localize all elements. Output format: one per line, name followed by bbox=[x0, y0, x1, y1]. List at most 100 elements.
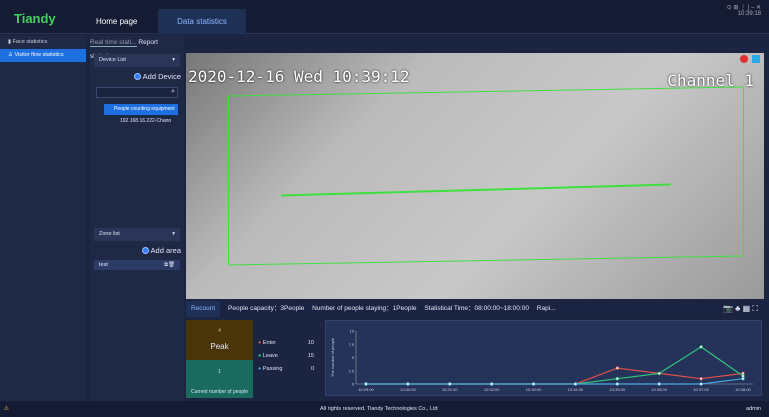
y-tick-label: 10 bbox=[350, 329, 355, 334]
tree-node-channel[interactable]: 192.168.16.222-Chann bbox=[120, 118, 172, 124]
y-axis-label: The number of people bbox=[330, 337, 335, 377]
logo: Tiandy bbox=[14, 11, 56, 26]
search-icon: ⌕ bbox=[171, 88, 175, 95]
chevron-down-icon: ▾ bbox=[172, 231, 175, 237]
video-feed[interactable]: 2020-12-16 Wed 10:39:12 Channel 1 bbox=[186, 53, 764, 299]
series-line-passing bbox=[366, 378, 744, 385]
series-line-enter bbox=[366, 367, 744, 385]
data-point-enter bbox=[615, 366, 620, 370]
x-tick-label: 10:29:00 bbox=[358, 387, 374, 392]
sidebar: ▮ Face statistics ♙ Visitor flow statist… bbox=[0, 36, 86, 401]
legend-label: Leave bbox=[262, 353, 278, 359]
zone-list-select[interactable]: Zone list ▾ bbox=[94, 228, 180, 241]
window-controls[interactable]: ⊙ ⊞ ⋮ | – ✕ 10:39:18 bbox=[727, 4, 761, 17]
add-icon bbox=[133, 73, 141, 80]
data-point-passing bbox=[406, 382, 410, 386]
area-name: test bbox=[99, 262, 108, 268]
data-point-passing bbox=[573, 382, 578, 386]
data-point-enter bbox=[699, 376, 703, 381]
footer: ⚠ All rights reserved. Tiandy Technologi… bbox=[0, 401, 769, 417]
current-card: 1 Current number of people bbox=[186, 360, 253, 398]
data-point-passing bbox=[448, 382, 452, 386]
top-bar: Tiandy Home page Data statistics ⊙ ⊞ ⋮ |… bbox=[0, 0, 769, 34]
copyright: All rights reserved. Tiandy Technologies… bbox=[320, 406, 438, 412]
tab-data-statistics[interactable]: Data statistics bbox=[158, 9, 246, 34]
x-tick-label: 10:36:00 bbox=[651, 387, 667, 392]
chart-svg: The number of people 0 2.5 5 7.5 10 10:29:00 10… bbox=[330, 329, 753, 392]
legend-value: 15 bbox=[307, 353, 314, 359]
y-tick-label: 2.5 bbox=[348, 368, 354, 373]
x-tick-label: 10:34:00 bbox=[568, 387, 584, 392]
x-tick-label: 10:38:00 bbox=[735, 387, 751, 392]
x-tick-label: 10:37:00 bbox=[693, 387, 709, 392]
window-control-icons[interactable]: ⊙ ⊞ ⋮ | – ✕ bbox=[726, 5, 761, 11]
recount-button[interactable]: Recount bbox=[186, 301, 221, 317]
detection-zone bbox=[228, 86, 744, 266]
toolbar-icons[interactable]: 📷 ♣ ▦ ⛶ bbox=[722, 304, 758, 313]
device-list-select[interactable]: Device List ▾ bbox=[94, 54, 180, 67]
add-device-label: Add Device bbox=[142, 72, 181, 81]
capacity-text: People capacity：3People bbox=[228, 305, 305, 312]
series-line-leave bbox=[366, 346, 744, 385]
search-input[interactable]: ⌕ bbox=[96, 87, 178, 98]
y-tick-label: 5 bbox=[352, 355, 355, 360]
data-point-passing bbox=[489, 382, 494, 386]
chevron-down-icon: ▾ bbox=[172, 57, 175, 63]
peak-card: 4 Peak bbox=[186, 320, 253, 360]
tab-home-page[interactable]: Home page bbox=[96, 17, 138, 26]
current-value: 1 bbox=[218, 369, 221, 375]
select-value: Device List bbox=[99, 57, 126, 63]
legend: ● Enter 10 ● Leave 15 ● Passing 0 bbox=[258, 340, 318, 379]
edit-delete-icons[interactable]: ⧉🗑 bbox=[164, 262, 175, 268]
sidebar-item-visitor-flow[interactable]: ♙ Visitor flow statistics bbox=[0, 49, 86, 62]
data-point-passing bbox=[741, 376, 745, 381]
area-item[interactable]: test ⧉🗑 bbox=[94, 260, 180, 270]
data-point-leave bbox=[615, 376, 620, 381]
peak-label: Peak bbox=[210, 342, 229, 351]
stats-bar: Recount People capacity：3People Number o… bbox=[186, 301, 764, 317]
time-text: Statistical Time：08:00:00~18:00:00 bbox=[424, 305, 529, 312]
tree-node-people-counting[interactable]: People counting equipment bbox=[104, 104, 178, 115]
y-tick-label: 7.5 bbox=[348, 342, 354, 347]
sidebar-item-face-statistics[interactable]: ▮ Face statistics bbox=[8, 39, 48, 45]
data-point-passing bbox=[615, 382, 620, 386]
legend-label: Enter bbox=[262, 340, 277, 346]
add-area-label: Add area bbox=[150, 246, 181, 255]
select-value: Zone list bbox=[99, 231, 120, 237]
y-tick-label: 0 bbox=[352, 382, 355, 387]
current-label: Current number of people bbox=[191, 389, 248, 395]
user-name[interactable]: admin bbox=[746, 406, 761, 412]
video-channel: Channel 1 bbox=[667, 71, 754, 90]
x-tick-label: 10:33:00 bbox=[526, 387, 542, 392]
video-timestamp: 2020-12-16 Wed 10:39:12 bbox=[188, 67, 410, 86]
data-point-leave bbox=[699, 345, 703, 349]
legend-passing: ● Passing 0 bbox=[258, 366, 314, 372]
add-area-button[interactable]: Add area bbox=[90, 246, 184, 255]
x-tick-label: 10:30:00 bbox=[400, 387, 416, 392]
data-point-passing bbox=[657, 382, 661, 386]
x-tick-label: 10:32:00 bbox=[484, 387, 500, 392]
clock: 10:39:18 bbox=[737, 11, 761, 17]
data-point-leave bbox=[657, 371, 661, 376]
legend-label: Passing bbox=[262, 366, 283, 372]
staying-text: Number of people staying：1People bbox=[312, 305, 417, 312]
peak-value: 4 bbox=[218, 328, 221, 334]
legend-leave: ● Leave 15 bbox=[258, 353, 314, 359]
legend-value: 10 bbox=[307, 340, 314, 346]
legend-enter: ● Enter 10 bbox=[258, 340, 314, 346]
device-panel: Real time stati... Report statistics Dev… bbox=[90, 36, 184, 401]
data-point-passing bbox=[364, 382, 368, 386]
add-icon bbox=[141, 247, 149, 254]
line-chart: The number of people 0 2.5 5 7.5 10 10:29:00 10… bbox=[325, 320, 762, 396]
x-tick-label: 10:31:00 bbox=[442, 387, 458, 392]
warning-icon[interactable]: ⚠ bbox=[4, 406, 9, 412]
info-icon[interactable] bbox=[752, 55, 760, 63]
data-point-passing bbox=[699, 382, 703, 386]
sidebar-item-label: Face statistics bbox=[12, 39, 48, 45]
more-text: Rapi... bbox=[536, 305, 556, 312]
add-device-button[interactable]: Add Device bbox=[90, 72, 184, 81]
data-point-passing bbox=[531, 382, 536, 386]
x-tick-label: 10:35:00 bbox=[610, 387, 626, 392]
sidebar-item-label: Visitor flow statistics bbox=[14, 52, 64, 58]
tab-real-time[interactable]: Real time stati... bbox=[90, 39, 137, 47]
